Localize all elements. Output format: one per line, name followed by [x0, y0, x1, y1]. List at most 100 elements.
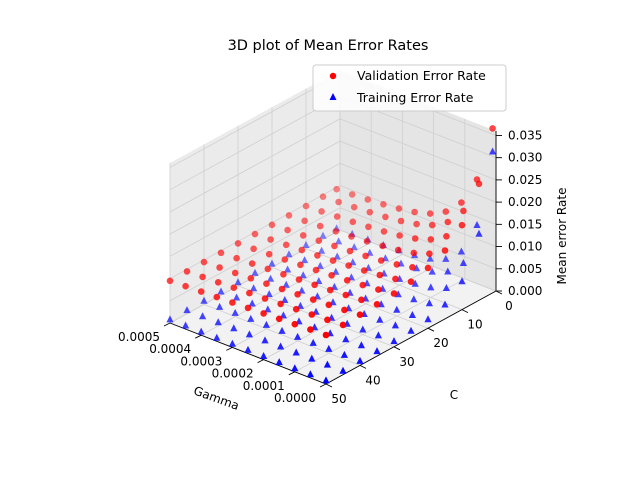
validation-point: [261, 295, 269, 302]
validation-point: [314, 252, 321, 259]
validation-point: [413, 220, 420, 228]
validation-point: [349, 218, 357, 226]
validation-point: [348, 233, 355, 240]
validation-point: [260, 310, 267, 317]
validation-point: [230, 284, 238, 292]
training-point: [291, 364, 299, 372]
training-point: [301, 256, 309, 264]
gamma-tick: [257, 359, 264, 364]
z-tick-label: 0.020: [508, 195, 542, 209]
c-tick: [427, 327, 435, 332]
validation-point: [308, 311, 316, 318]
gamma-axis-line: [169, 322, 327, 385]
training-point: [275, 358, 283, 366]
validation-point: [302, 202, 310, 210]
validation-point: [376, 271, 384, 279]
validation-point: [319, 193, 327, 200]
training-point: [217, 287, 225, 295]
training-point: [265, 290, 273, 298]
validation-point: [326, 286, 334, 294]
training-point: [322, 376, 330, 384]
validation-point: [312, 266, 320, 274]
validation-point: [364, 196, 372, 203]
validation-point: [213, 293, 221, 301]
training-point: [335, 237, 343, 245]
training-point: [441, 300, 449, 308]
training-point: [390, 337, 398, 345]
z-tick-label: 0.025: [508, 173, 542, 187]
z-tick-label: 0.010: [508, 240, 542, 254]
validation-point: [341, 306, 348, 314]
validation-point: [458, 199, 465, 206]
training-point: [278, 326, 286, 334]
validation-point: [216, 264, 223, 271]
training-point: [262, 320, 270, 328]
validation-point: [335, 198, 342, 206]
training-point: [391, 321, 399, 329]
training-point: [323, 360, 331, 368]
training-point: [233, 293, 241, 301]
validation-point: [316, 222, 324, 230]
z-tick-label: 0.015: [508, 217, 542, 231]
training-point: [216, 302, 224, 310]
training-point: [424, 315, 432, 323]
validation-point: [214, 279, 222, 286]
validation-point: [365, 223, 372, 231]
training-point: [230, 324, 238, 332]
validation-point: [329, 257, 337, 264]
c-tick: [495, 290, 503, 295]
z-tick-label: 0.000: [508, 284, 542, 298]
validation-point: [348, 191, 356, 198]
training-point: [284, 265, 292, 273]
c-tick-label: 0: [505, 299, 513, 313]
validation-point: [250, 245, 257, 253]
gridline-z-left-wall: [169, 162, 341, 257]
validation-point: [298, 246, 306, 254]
training-point: [458, 277, 466, 285]
validation-point: [325, 301, 333, 309]
training-point: [183, 306, 191, 314]
training-point: [316, 261, 324, 269]
validation-point: [392, 275, 399, 283]
gridline-gamma-floor: [201, 241, 372, 336]
validation-point: [360, 267, 368, 274]
training-point: [306, 370, 314, 378]
validation-point: [411, 235, 419, 242]
validation-point: [200, 258, 208, 266]
gamma-tick: [288, 371, 296, 376]
training-point: [442, 254, 450, 262]
validation-point: [268, 221, 276, 229]
validation-point: [424, 264, 432, 272]
training-point: [489, 147, 497, 155]
validation-point: [233, 254, 240, 262]
gridline-z-left-wall: [169, 207, 341, 302]
training-point: [332, 267, 340, 275]
validation-point: [410, 249, 418, 257]
training-point: [264, 305, 272, 313]
training-point: [247, 314, 255, 322]
validation-point: [373, 301, 381, 308]
validation-point: [475, 180, 483, 188]
legend-marker-training: [329, 93, 337, 100]
validation-point: [443, 233, 450, 240]
gridline-gamma-floor: [232, 254, 403, 348]
training-point: [342, 335, 350, 343]
c-tick-label: 10: [467, 318, 482, 332]
chart-title: 3D plot of Mean Error Rates: [228, 38, 429, 54]
training-point: [299, 271, 307, 279]
validation-point: [407, 278, 415, 286]
validation-point: [291, 320, 299, 328]
validation-point: [284, 226, 291, 234]
validation-point: [377, 257, 385, 264]
validation-point: [285, 212, 293, 219]
training-point: [408, 311, 416, 318]
legend: Validation Error Rate Training Error Rat…: [312, 64, 507, 112]
training-point: [426, 254, 434, 262]
axes-grid: [169, 70, 497, 385]
gamma-tick: [163, 322, 171, 327]
validation-point: [267, 236, 274, 243]
validation-point: [444, 218, 452, 226]
validation-point: [328, 272, 335, 279]
training-point: [251, 268, 259, 276]
validation-point: [234, 240, 242, 247]
